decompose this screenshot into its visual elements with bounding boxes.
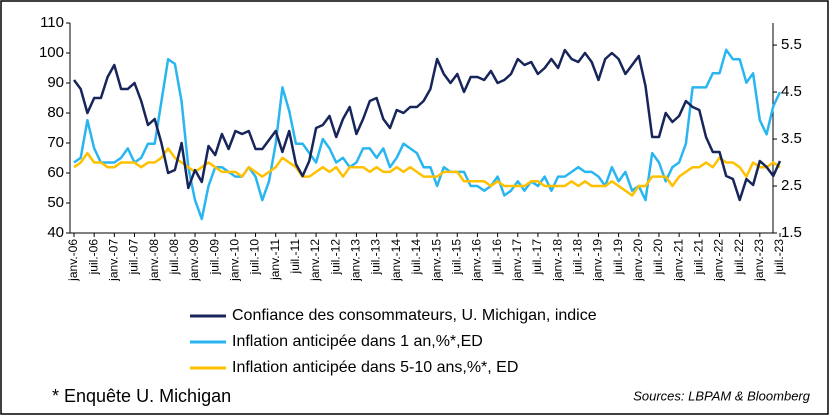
y-tick-label: 100 — [39, 44, 64, 61]
x-tick-label: janv.-13 — [349, 239, 363, 282]
x-tick-label: janv.-10 — [228, 239, 242, 282]
x-tick-label: juil.-14 — [409, 239, 423, 276]
y2-tick-label: 2.5 — [781, 177, 802, 194]
x-tick-label: janv.-09 — [187, 239, 201, 282]
x-tick-label: janv.-11 — [268, 239, 282, 281]
x-tick-label: juil.-10 — [248, 239, 262, 276]
x-tick-label: juil.-18 — [570, 239, 584, 276]
series-line — [72, 48, 782, 202]
note: * Enquête U. Michigan — [52, 386, 231, 406]
x-tick-label: janv.-22 — [712, 239, 726, 282]
x-tick-label: juil.-15 — [449, 239, 463, 276]
y-tick-label: 40 — [47, 224, 64, 241]
x-tick-label: janv.-18 — [550, 239, 564, 282]
x-tick-label: juil.-17 — [530, 239, 544, 276]
y-tick-label: 70 — [47, 134, 64, 151]
x-tick-label: janv.-14 — [389, 239, 403, 282]
y-tick-label: 110 — [40, 14, 64, 31]
x-tick-label: juil.-16 — [490, 239, 504, 276]
x-tick-label: janv.-12 — [308, 239, 322, 282]
x-tick-label: juil.-11 — [288, 239, 302, 275]
y2-tick-label: 3.5 — [781, 130, 802, 147]
x-tick-label: juil.-21 — [691, 239, 705, 276]
x-tick-label: juil.-20 — [651, 239, 665, 276]
x-tick-label: juil.-08 — [167, 239, 181, 276]
x-tick-label: juil.-12 — [328, 239, 342, 276]
legend-label: Inflation anticipée dans 1 an,%*,ED — [232, 333, 483, 350]
x-tick-label: janv.-23 — [752, 239, 766, 282]
y-tick-label: 80 — [47, 104, 64, 121]
y2-tick-label: 1.5 — [781, 224, 802, 241]
legend-label: Inflation anticipée dans 5-10 ans,%*, ED — [232, 359, 518, 376]
y-tick-label: 90 — [47, 74, 64, 91]
series-line — [73, 147, 781, 197]
x-tick-label: janv.-21 — [671, 239, 685, 282]
x-tick-label: janv.-08 — [147, 239, 161, 282]
series-line — [73, 48, 782, 221]
x-tick-label: janv.-07 — [107, 239, 121, 282]
x-tick-label: juil.-23 — [772, 239, 786, 276]
legend-label: Confiance des consommateurs, U. Michigan… — [232, 307, 597, 324]
x-tick-label: juil.-13 — [369, 239, 383, 276]
x-tick-label: juil.-19 — [611, 239, 625, 276]
x-tick-label: janv.-19 — [591, 239, 605, 282]
source: Sources: LBPAM & Bloomberg — [633, 388, 811, 403]
x-tick-label: juil.-22 — [732, 239, 746, 276]
x-tick-label: janv.-16 — [470, 239, 484, 282]
y-tick-label: 60 — [47, 164, 64, 181]
x-tick-label: juil.-09 — [207, 239, 221, 276]
x-tick-label: janv.-15 — [429, 239, 443, 282]
y2-tick-label: 4.5 — [781, 83, 802, 100]
x-tick-label: janv.-17 — [510, 239, 524, 282]
x-tick-label: janv.-06 — [66, 239, 80, 282]
x-tick-label: juil.-07 — [127, 239, 141, 276]
x-tick-label: janv.-20 — [631, 239, 645, 282]
y2-tick-label: 5.5 — [781, 36, 802, 53]
y-tick-label: 50 — [47, 194, 64, 211]
x-tick-label: juil.-06 — [86, 239, 100, 276]
